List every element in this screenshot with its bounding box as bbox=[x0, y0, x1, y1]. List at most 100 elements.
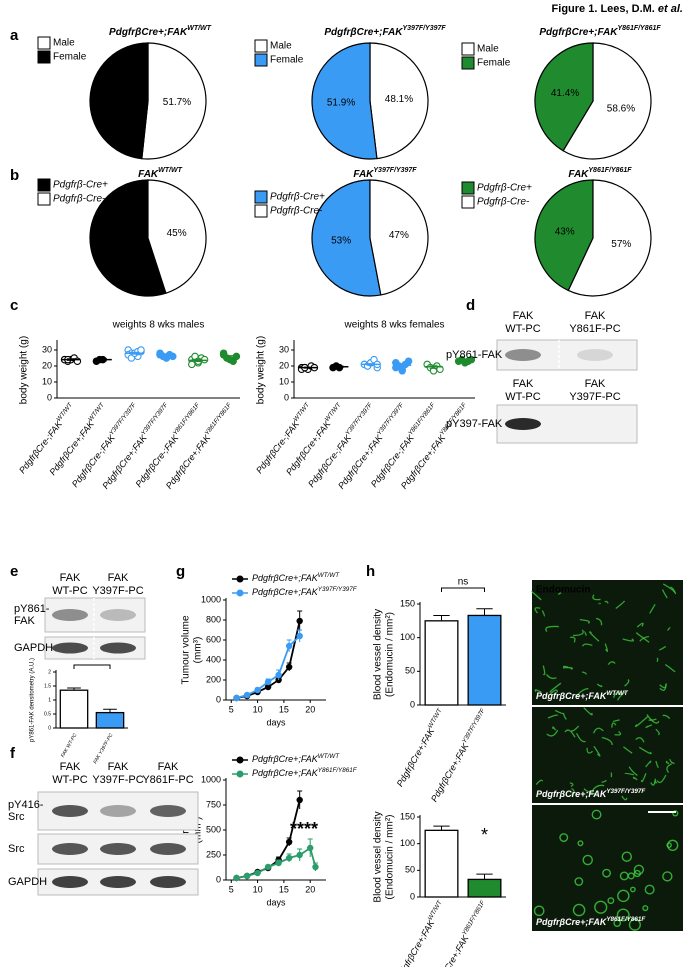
y-tick-label: 10 bbox=[279, 376, 289, 386]
vessel bbox=[604, 600, 609, 604]
data-point bbox=[404, 357, 413, 365]
pie-title-part: FAK bbox=[568, 169, 589, 180]
y-tick-label: 150 bbox=[400, 811, 415, 821]
x-tick-label: 5 bbox=[229, 884, 234, 894]
vessel bbox=[656, 657, 659, 663]
vessel bbox=[601, 736, 613, 746]
vessel bbox=[624, 772, 635, 776]
error-bar bbox=[226, 355, 234, 360]
bar bbox=[467, 878, 502, 898]
vessel bbox=[576, 732, 586, 743]
pie-title: FAKY397F/Y397F bbox=[353, 167, 417, 179]
vessel bbox=[654, 780, 658, 784]
y-tick-label: 250 bbox=[206, 849, 221, 859]
panel-letter: e bbox=[10, 563, 18, 580]
vessel bbox=[575, 687, 589, 697]
data-point bbox=[285, 642, 293, 650]
panel-letter: b bbox=[10, 167, 19, 184]
x-axis-label: days bbox=[266, 897, 286, 907]
y-tick-label: 0 bbox=[410, 891, 415, 901]
row-label: pY861-FAK bbox=[446, 349, 503, 361]
row-label: FAK bbox=[14, 615, 35, 627]
legend-label: PdgfrβCre+;FAKWT/WT bbox=[252, 572, 340, 583]
legend-swatch bbox=[461, 195, 475, 209]
vessel bbox=[650, 778, 657, 786]
header-text: Figure 1. Lees, D.M. bbox=[552, 3, 655, 15]
lane-label: Y397F-PC bbox=[569, 391, 620, 403]
pie-title-sup: Y861F/Y861F bbox=[617, 25, 661, 32]
legend-swatch bbox=[254, 53, 268, 67]
error-bar bbox=[335, 365, 344, 369]
blot-band bbox=[100, 805, 136, 817]
panel-letter: g bbox=[176, 563, 185, 580]
blot-band bbox=[52, 843, 88, 855]
vessel bbox=[665, 760, 670, 765]
image-caption-part: PdgfrβCre+;FAK bbox=[536, 917, 608, 927]
pie-value-label: 51.9% bbox=[327, 97, 355, 108]
vessel bbox=[569, 782, 574, 788]
stain-label: Endomucin bbox=[536, 585, 590, 596]
vessel bbox=[594, 900, 608, 914]
vessel bbox=[612, 692, 622, 699]
vessel bbox=[628, 766, 638, 777]
vessel bbox=[635, 737, 645, 743]
pie-value-label: 55% bbox=[109, 237, 129, 248]
data-point bbox=[264, 683, 272, 691]
vessel bbox=[607, 661, 616, 666]
lane-label: FAK bbox=[60, 572, 81, 584]
vessel bbox=[616, 908, 630, 922]
data-point bbox=[285, 838, 293, 846]
vessel bbox=[577, 840, 584, 847]
y-tick-label: 20 bbox=[42, 360, 52, 370]
pie-title-sup: WT/WT bbox=[187, 25, 211, 32]
vessel bbox=[648, 718, 657, 721]
vessel bbox=[546, 674, 557, 680]
y-tick-label: 1000 bbox=[201, 774, 221, 784]
data-point bbox=[312, 863, 319, 871]
bar bbox=[95, 711, 125, 729]
bar bbox=[424, 829, 459, 898]
vessel bbox=[632, 776, 638, 781]
legend-label-part: PdgfrβCre+;FAK bbox=[252, 754, 319, 764]
legend-label: Pdgfrβ-Cre- bbox=[270, 206, 323, 217]
vessel bbox=[656, 774, 667, 784]
vessel bbox=[535, 779, 544, 785]
vessel bbox=[628, 918, 641, 931]
y-tick-label: 200 bbox=[206, 674, 221, 684]
pie-title-sup: Y861F/Y861F bbox=[588, 167, 632, 174]
error-bar bbox=[366, 363, 375, 366]
x-tick-label: 20 bbox=[305, 704, 315, 714]
legend-label: Male bbox=[53, 38, 75, 49]
vessel bbox=[534, 689, 542, 693]
x-tick-label: 15 bbox=[279, 884, 289, 894]
vessel bbox=[611, 722, 617, 728]
legend-label: Male bbox=[477, 44, 499, 55]
y-axis-label: Tumour volume bbox=[181, 615, 192, 685]
y-tick-label: 0 bbox=[216, 874, 221, 884]
pie-value-label: 48.1% bbox=[385, 94, 413, 105]
pie-value-label: 41.4% bbox=[551, 88, 579, 99]
pie-slice bbox=[534, 179, 594, 292]
y-tick-label: 150 bbox=[400, 598, 415, 608]
y-tick-label: 0.5 bbox=[44, 711, 51, 717]
y-axis-label: body weight (g) bbox=[19, 336, 30, 404]
panel-letter: d bbox=[466, 297, 475, 314]
vessel bbox=[638, 746, 652, 755]
legend-swatch bbox=[37, 50, 51, 64]
vessel bbox=[636, 622, 644, 628]
data-point bbox=[254, 686, 261, 694]
data-point bbox=[264, 678, 272, 686]
y-tick-label: 50 bbox=[405, 865, 415, 875]
y-tick-label: 800 bbox=[206, 614, 221, 624]
lane-label: FAK bbox=[108, 761, 129, 773]
error-bar bbox=[162, 354, 171, 357]
data-point bbox=[233, 874, 240, 882]
y-axis-label: Blood vessel density bbox=[373, 811, 384, 902]
lane-label: WT-PC bbox=[52, 585, 87, 597]
y-axis-label: (Endomucin / mm²) bbox=[385, 612, 396, 697]
row-label: Src bbox=[8, 843, 25, 855]
data-point bbox=[398, 367, 406, 375]
image-caption: PdgfrβCre+;FAKY861F/Y861F bbox=[536, 916, 645, 927]
vessel bbox=[662, 871, 673, 882]
vessel bbox=[581, 643, 593, 647]
